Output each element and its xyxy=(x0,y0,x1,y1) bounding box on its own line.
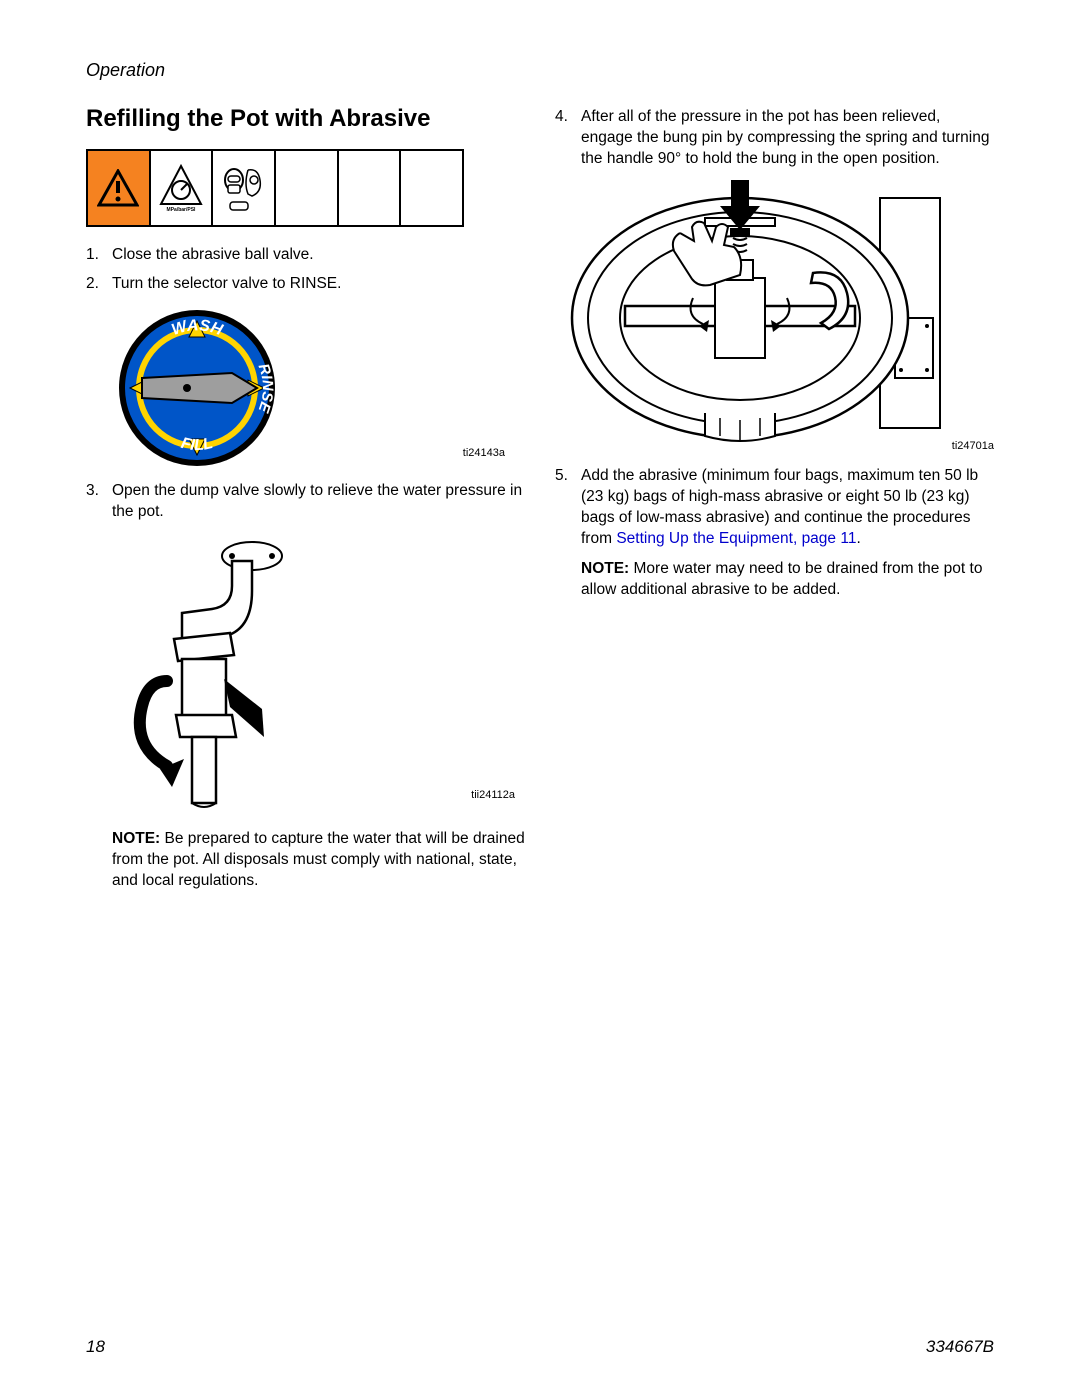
svg-text:FILL: FILL xyxy=(179,435,214,454)
page-footer: 18 334667B xyxy=(86,1337,994,1357)
ppe-icon xyxy=(213,151,276,225)
content-columns: Refilling the Pot with Abrasive MPa/bar/… xyxy=(86,103,994,892)
right-column: 4. After all of the pressure in the pot … xyxy=(555,103,994,892)
figure-label: ti24701a xyxy=(952,439,994,454)
warning-empty-2 xyxy=(339,151,402,225)
page-title: Refilling the Pot with Abrasive xyxy=(86,103,525,135)
warning-empty-3 xyxy=(401,151,462,225)
note-1: NOTE: Be prepared to capture the water t… xyxy=(112,829,525,892)
step-3: 3. Open the dump valve slowly to relieve… xyxy=(86,481,525,523)
warning-icon-row: MPa/bar/PSI xyxy=(86,149,464,227)
doc-number: 334667B xyxy=(926,1337,994,1357)
step-1: 1. Close the abrasive ball valve. xyxy=(86,245,525,266)
section-header: Operation xyxy=(86,60,994,81)
figure-label: ti24143a xyxy=(463,446,505,461)
note-2: NOTE: More water may need to be drained … xyxy=(581,559,994,601)
figure-label: tii24112a xyxy=(471,788,515,803)
left-column: Refilling the Pot with Abrasive MPa/bar/… xyxy=(86,103,525,892)
svg-text:MPa/bar/PSI: MPa/bar/PSI xyxy=(167,207,197,212)
setup-link[interactable]: Setting Up the Equipment, page 11 xyxy=(616,530,856,547)
step-5: 5. Add the abrasive (minimum four bags, … xyxy=(555,466,994,550)
warning-empty-1 xyxy=(276,151,339,225)
page-number: 18 xyxy=(86,1337,105,1357)
pressure-gauge-icon: MPa/bar/PSI xyxy=(151,151,214,225)
selector-valve-figure: WASH RINSE FILL ti24143a xyxy=(112,303,525,473)
pot-top-figure: ti24701a xyxy=(565,178,994,458)
warning-triangle-icon xyxy=(88,151,151,225)
dump-valve-figure: tii24112a xyxy=(112,531,525,821)
step-2: 2. Turn the selector valve to RINSE. xyxy=(86,274,525,295)
step-4: 4. After all of the pressure in the pot … xyxy=(555,107,994,170)
